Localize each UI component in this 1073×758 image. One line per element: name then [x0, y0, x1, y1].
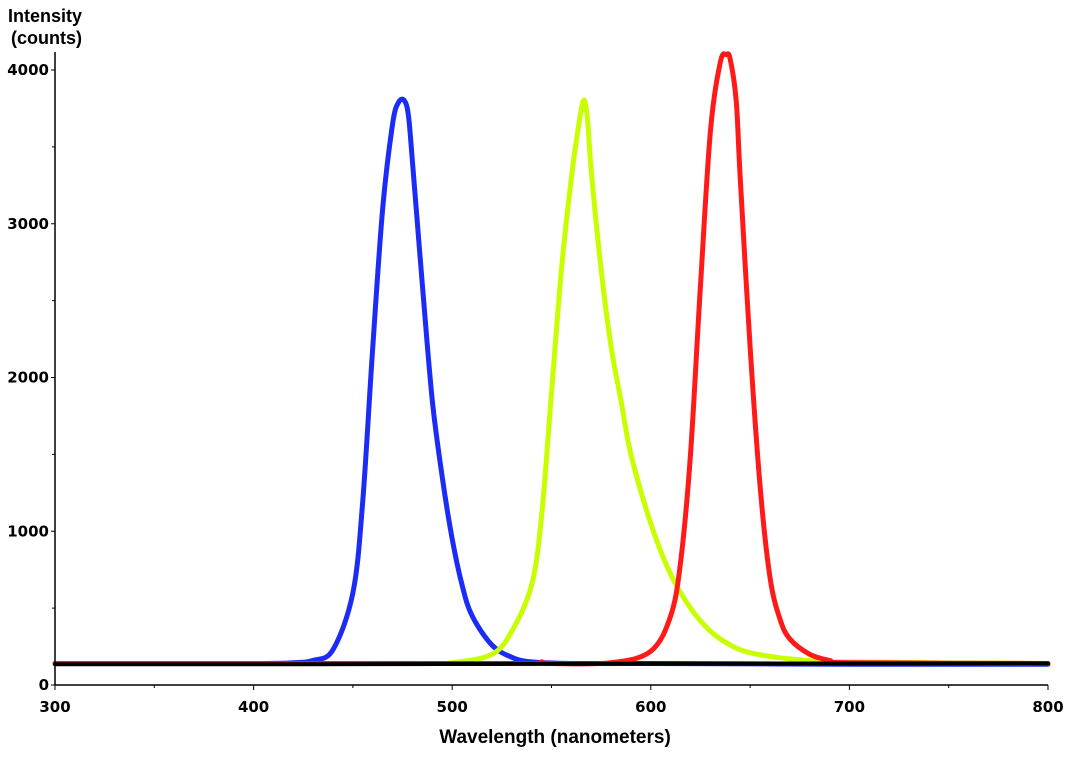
- y-tick-label: 2000: [7, 369, 49, 387]
- x-tick-label: 400: [238, 698, 269, 716]
- series-line-1: [52, 97, 1051, 667]
- x-tick-label: 300: [39, 698, 70, 716]
- x-tick-label: 500: [437, 698, 468, 716]
- y-tick-label: 1000: [7, 522, 49, 540]
- x-axis-label: Wavelength (nanometers): [439, 727, 671, 748]
- y-tick-label: 4000: [7, 61, 49, 79]
- series-line-2: [52, 51, 1051, 667]
- x-axis-ticks: 300 400 500 600 700 800: [39, 685, 1064, 716]
- series-line-3: [53, 661, 1050, 667]
- series-layer: [52, 51, 1051, 667]
- y-axis-label-line-1: Intensity: [8, 6, 82, 26]
- y-axis-label-line-2: (counts): [11, 28, 82, 48]
- y-tick-label: 3000: [7, 215, 49, 233]
- y-tick-label: 0: [39, 676, 49, 694]
- x-tick-label: 600: [635, 698, 666, 716]
- y-axis-ticks: 0 1000 2000 3000 4000: [7, 61, 55, 694]
- x-tick-label: 800: [1032, 698, 1063, 716]
- x-tick-label: 700: [834, 698, 865, 716]
